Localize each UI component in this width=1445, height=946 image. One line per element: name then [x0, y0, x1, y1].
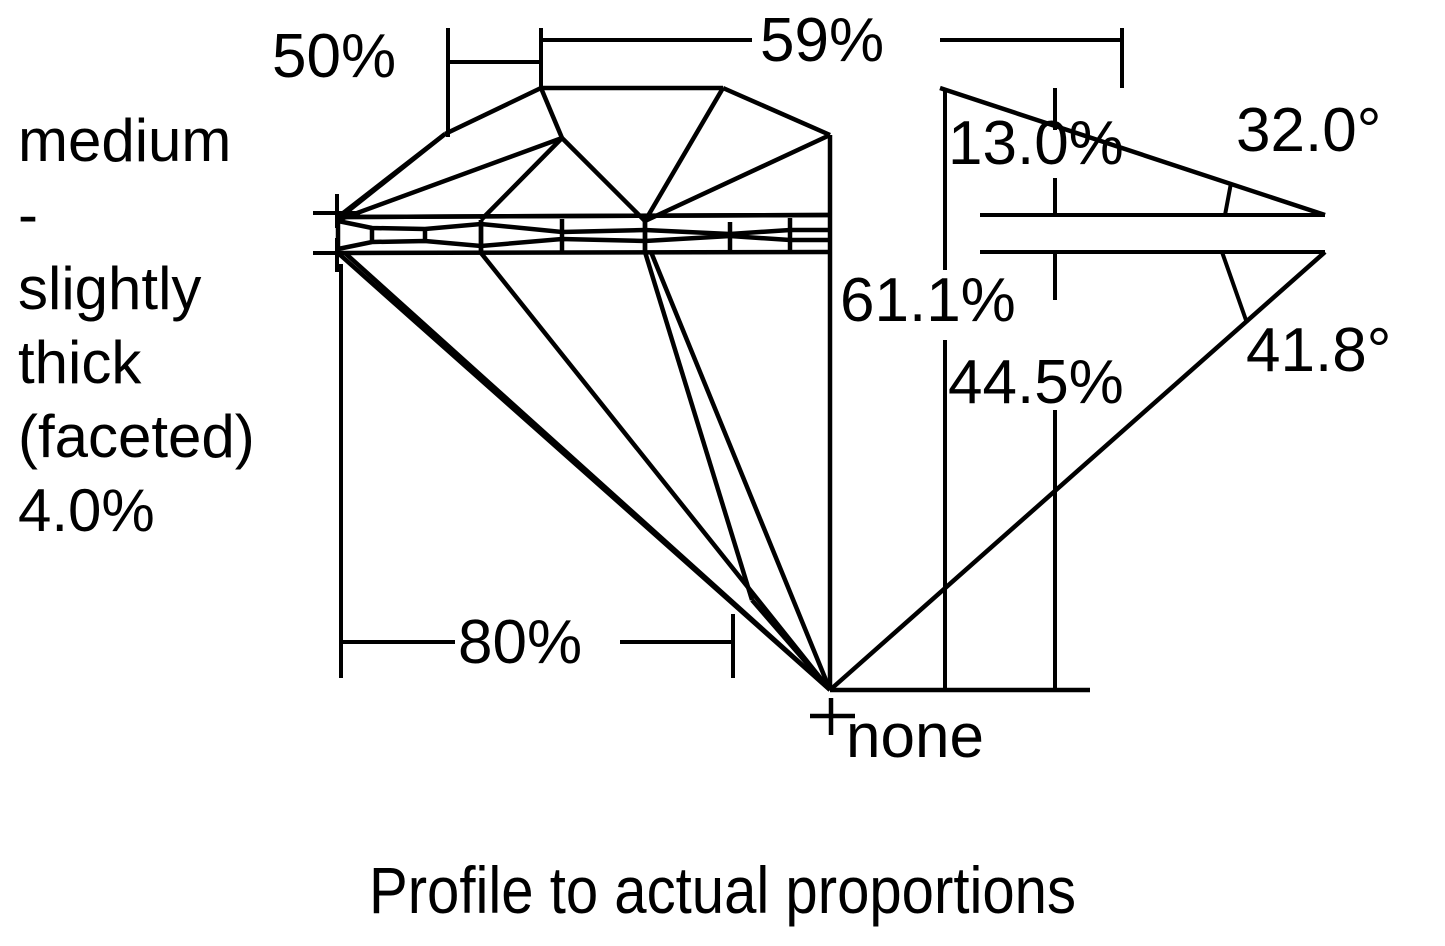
diameter-percent-label: 59%: [760, 6, 885, 75]
lower-half-dimension: [339, 264, 735, 678]
crown-height-percent-label: 13.0%: [948, 109, 1124, 178]
girdle-desc-line-1: medium: [18, 107, 232, 174]
girdle-desc-line-4: thick: [18, 329, 142, 396]
pavilion-depth-percent-label: 44.5%: [948, 348, 1124, 417]
table-percent-label: 50%: [272, 22, 397, 91]
crown-angle-outline: [939, 85, 1326, 218]
diameter-dimension-lines: [541, 28, 1124, 88]
pavilion-facets: [336, 250, 1327, 692]
pavilion-angle-arc: [1220, 251, 1249, 324]
girdle-band: [335, 212, 833, 256]
girdle-desc-line-3: slightly: [18, 255, 202, 322]
crown-angle-arc: [1223, 182, 1233, 216]
girdle-description-block: medium - slightly thick (faceted) 4.0%: [18, 104, 348, 548]
girdle-desc-line-5: (faceted): [18, 403, 255, 470]
culet-label: none: [846, 702, 984, 771]
crown-angle-label: 32.0°: [1236, 96, 1382, 165]
lower-half-percent-label: 80%: [458, 608, 583, 677]
girdle-reference-lines: [980, 213, 1325, 254]
culet-marker: [810, 698, 855, 735]
girdle-desc-line-6: 4.0%: [18, 477, 155, 544]
girdle-desc-line-2: -: [18, 181, 38, 248]
table-dimension-lines: [446, 28, 543, 137]
pavilion-angle-label: 41.8°: [1246, 316, 1392, 385]
total-depth-percent-label: 61.1%: [840, 266, 1016, 335]
diagram-caption: Profile to actual proportions: [368, 853, 1077, 927]
